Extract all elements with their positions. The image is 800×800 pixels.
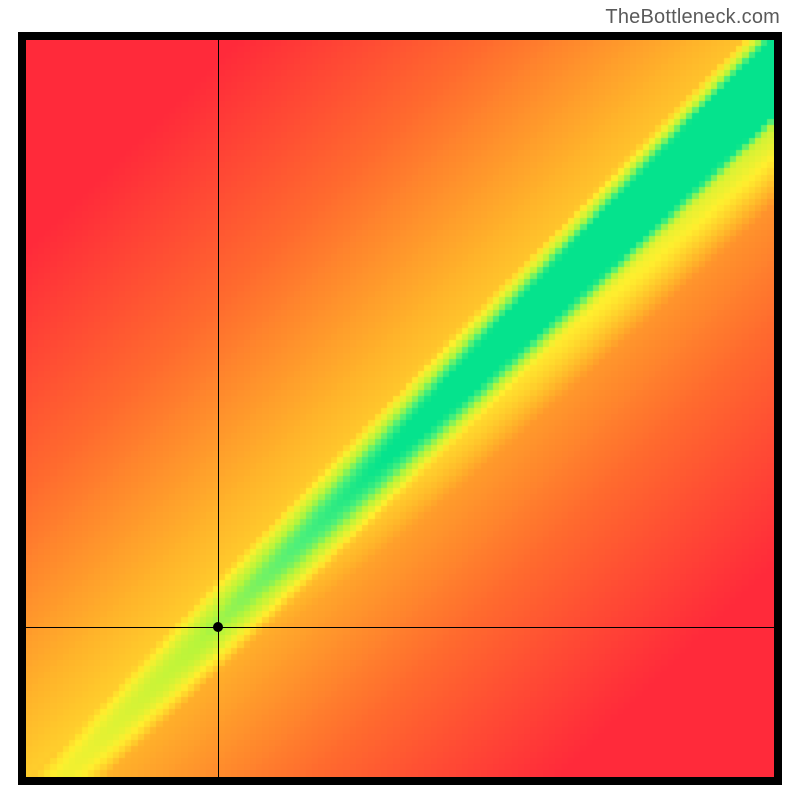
chart-container: TheBottleneck.com [0,0,800,800]
crosshair-horizontal [26,627,774,628]
bottleneck-heatmap [26,40,774,777]
data-point-marker [213,622,223,632]
watermark-label: TheBottleneck.com [605,6,780,29]
crosshair-vertical [218,40,219,777]
